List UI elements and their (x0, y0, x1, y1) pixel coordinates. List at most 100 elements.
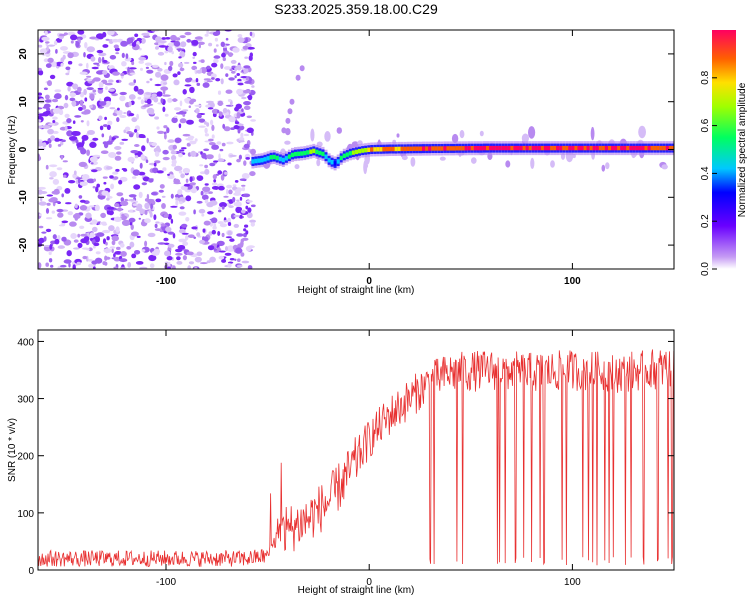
noise-speckle (142, 105, 150, 108)
snr-ylabel: SNR (10 * v/v) (7, 418, 18, 482)
noise-speckle (205, 104, 211, 108)
noise-speckle (52, 130, 59, 134)
side-lobe (310, 128, 315, 142)
noise-speckle (223, 195, 229, 198)
noise-speckle (45, 164, 49, 170)
side-lobe (550, 160, 555, 168)
noise-speckle (206, 154, 214, 160)
noise-speckle (38, 141, 44, 147)
noise-speckle (195, 108, 200, 114)
noise-speckle (218, 206, 223, 210)
y-tick-label: 400 (17, 337, 34, 348)
noise-speckle (102, 261, 107, 266)
noise-speckle (113, 176, 119, 180)
noise-speckle (62, 160, 68, 163)
signal-core (312, 148, 316, 154)
noise-speckle (204, 199, 209, 204)
noise-speckle (230, 59, 237, 64)
noise-speckle (246, 127, 254, 134)
signal-core (461, 146, 465, 151)
signal-core (370, 147, 374, 152)
signal-core (397, 146, 401, 152)
noise-speckle (75, 41, 80, 48)
noise-speckle (86, 46, 96, 53)
noise-speckle (78, 106, 83, 111)
noise-speckle (38, 67, 42, 71)
noise-speckle (202, 236, 205, 241)
noise-speckle (123, 112, 127, 114)
side-lobe (439, 156, 446, 161)
noise-speckle (140, 154, 145, 160)
signal-core (263, 157, 267, 162)
signal-core (376, 147, 380, 152)
signal-core (510, 145, 514, 151)
noise-speckle (38, 201, 47, 206)
noise-speckle (90, 162, 94, 165)
noise-speckle (172, 73, 178, 78)
noise-speckle (139, 47, 142, 51)
noise-speckle (116, 192, 124, 197)
noise-speckle (133, 79, 136, 84)
noise-speckle (133, 85, 139, 92)
signal-core (473, 146, 477, 151)
signal-core (351, 150, 355, 155)
noise-speckle (45, 262, 49, 267)
noise-speckle (136, 235, 141, 238)
colorbar-tick-label: 0.6 (700, 118, 711, 132)
signal-core (300, 151, 304, 156)
side-lobe (336, 127, 342, 134)
side-lobe (505, 160, 511, 168)
noise-speckle (52, 120, 56, 123)
noise-speckle (127, 156, 135, 163)
noise-speckle (141, 249, 146, 252)
noise-speckle (227, 222, 232, 226)
noise-speckle (128, 113, 135, 117)
noise-speckle (167, 42, 175, 47)
noise-speckle (167, 139, 175, 143)
noise-speckle (228, 116, 236, 123)
noise-speckle (43, 103, 51, 109)
noise-speckle (92, 77, 101, 82)
signal-core (672, 145, 674, 151)
noise-speckle (154, 83, 162, 87)
noise-speckle (208, 138, 214, 142)
noise-speckle (69, 221, 77, 227)
noise-speckle (176, 256, 181, 261)
side-lobe (451, 133, 459, 144)
noise-speckle (198, 125, 206, 128)
noise-speckle (47, 128, 54, 135)
noise-speckle (213, 222, 217, 229)
noise-speckle (247, 94, 253, 101)
noise-speckle (104, 116, 107, 121)
noise-speckle (221, 205, 225, 210)
noise-speckle (98, 81, 104, 89)
noise-speckle (236, 112, 241, 119)
noise-speckle (178, 62, 184, 68)
noise-speckle (171, 159, 177, 165)
colorbar-ticks: 0.0 0.2 0.4 0.6 0.8 (700, 70, 717, 276)
signal-core (629, 145, 633, 151)
signal-core (394, 146, 398, 152)
signal-core (608, 145, 611, 151)
noise-speckle (124, 57, 132, 62)
noise-speckle (128, 101, 132, 107)
signal-core (479, 146, 483, 151)
noise-speckle (60, 46, 68, 51)
noise-speckle (148, 178, 154, 183)
noise-speckle (155, 46, 159, 50)
noise-speckle (113, 256, 121, 262)
noise-speckle (161, 203, 166, 209)
noise-speckle (128, 217, 136, 223)
noise-speckle (146, 98, 152, 105)
noise-speckle (234, 75, 237, 79)
noise-speckle (179, 149, 185, 152)
noise-speckle (156, 91, 163, 97)
noise-speckle (123, 168, 128, 172)
noise-speckle (100, 212, 106, 219)
noise-speckle (153, 214, 157, 221)
noise-speckle (238, 207, 242, 211)
signal-core (345, 152, 349, 157)
noise-speckle (199, 239, 206, 244)
noise-speckle (218, 111, 223, 117)
